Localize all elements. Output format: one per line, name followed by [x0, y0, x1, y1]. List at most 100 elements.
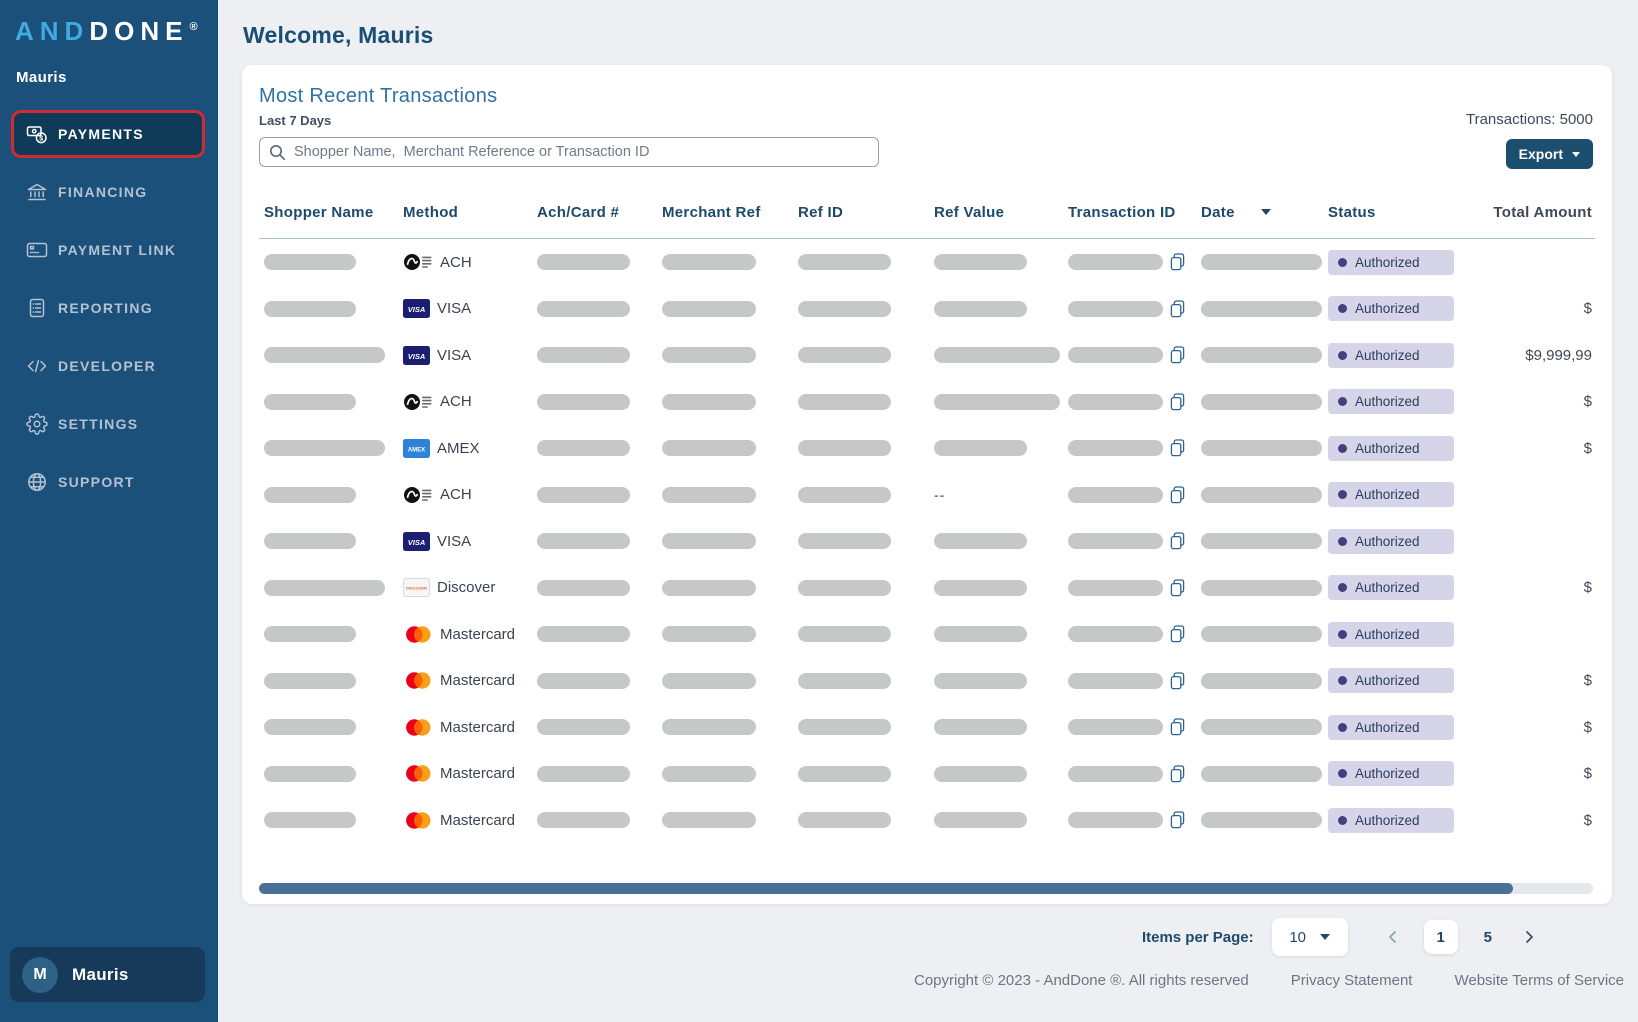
copy-icon[interactable] [1170, 346, 1185, 364]
sidebar-item-payments[interactable]: $ PAYMENTS [11, 110, 205, 158]
user-menu[interactable]: M Mauris [10, 947, 205, 1002]
export-button[interactable]: Export [1505, 139, 1593, 169]
status-dot-icon [1338, 583, 1347, 593]
date-placeholder [1201, 812, 1322, 829]
copy-icon[interactable] [1170, 532, 1185, 550]
sidebar-item-label: REPORTING [58, 300, 153, 316]
ref-id-placeholder [798, 254, 891, 271]
copy-icon[interactable] [1170, 253, 1185, 271]
sidebar-item-label: PAYMENT LINK [58, 242, 177, 258]
ref-value-placeholder [934, 440, 1027, 457]
previous-page-button[interactable] [1384, 928, 1402, 946]
transactions-panel: Most Recent Transactions Last 7 Days Tra… [242, 65, 1612, 904]
copy-icon[interactable] [1170, 393, 1185, 411]
status-dot-icon [1338, 490, 1347, 500]
total-amount: $ [1583, 393, 1592, 411]
column-header-total-amount: Total Amount [1462, 204, 1595, 221]
ach-card-number-placeholder [537, 533, 630, 550]
transaction-id-placeholder [1068, 765, 1163, 782]
date-placeholder [1201, 533, 1322, 550]
status-badge: Authorized [1328, 342, 1454, 368]
sidebar-item-payment-link[interactable]: PAYMENT LINK [11, 226, 205, 274]
page-title: Welcome, Mauris [243, 22, 434, 48]
transaction-id-placeholder [1068, 440, 1163, 457]
ref-id-placeholder [798, 347, 891, 364]
last-page-button[interactable]: 5 [1483, 928, 1492, 946]
copy-icon[interactable] [1170, 579, 1185, 597]
copy-icon[interactable] [1170, 718, 1185, 736]
horizontal-scrollbar-track[interactable] [259, 882, 1593, 894]
date-range-label: Last 7 Days [259, 113, 332, 128]
ref-value-placeholder [934, 533, 1027, 550]
sidebar-item-support[interactable]: SUPPORT [11, 458, 205, 506]
shopper-name-placeholder [264, 486, 356, 503]
visa-logo-icon: VISA [403, 531, 430, 551]
settings-icon [26, 413, 48, 435]
payment-method-label: VISA [437, 532, 472, 550]
merchant-ref-placeholder [662, 812, 756, 829]
column-header-label: Ref ID [798, 203, 844, 221]
sidebar-item-developer[interactable]: DEVELOPER [11, 342, 205, 390]
privacy-statement-link[interactable]: Privacy Statement [1290, 972, 1413, 989]
column-header-ref-value: Ref Value [929, 204, 1063, 221]
copy-icon[interactable] [1170, 625, 1185, 643]
items-per-page-value: 10 [1289, 928, 1306, 946]
transaction-id-placeholder [1068, 719, 1163, 736]
registered-mark: ® [189, 21, 198, 34]
ach-logo-icon [403, 485, 433, 505]
column-header-label: Status [1328, 203, 1376, 221]
copy-icon[interactable] [1170, 486, 1185, 504]
status-badge: Authorized [1328, 528, 1454, 554]
terms-of-service-link[interactable]: Website Terms of Service [1454, 972, 1624, 989]
sort-desc-icon[interactable] [1260, 209, 1271, 215]
table-body: ACH Authorized VISA VISA [259, 239, 1595, 844]
transactions-count: Transactions: 5000 [1465, 111, 1593, 128]
merchant-ref-placeholder [662, 486, 756, 503]
status-badge: Authorized [1328, 575, 1454, 601]
status-dot-icon [1338, 676, 1347, 686]
status-dot-icon [1338, 536, 1347, 546]
ref-value-placeholder [934, 300, 1027, 317]
items-per-page-label: Items per Page: [1141, 928, 1254, 946]
status-badge: Authorized [1328, 482, 1454, 508]
shopper-name-placeholder [264, 765, 356, 782]
sidebar-nav: $ PAYMENTS FINANCING PAYMENT LINK REPORT… [0, 110, 218, 506]
mastercard-logo-icon [403, 718, 433, 737]
items-per-page-select[interactable]: 10 [1271, 918, 1348, 956]
horizontal-scrollbar-thumb[interactable] [259, 882, 1513, 894]
ref-value-placeholder [934, 393, 1060, 410]
ach-logo-icon [403, 252, 433, 272]
payment-method-label: Mastercard [440, 718, 516, 736]
shopper-name-placeholder [264, 347, 385, 364]
status-dot-icon [1338, 815, 1347, 825]
copy-icon[interactable] [1170, 300, 1185, 318]
sidebar-item-reporting[interactable]: REPORTING [11, 284, 205, 332]
column-header-label: Ach/Card # [537, 203, 620, 221]
current-page-button[interactable]: 1 [1423, 920, 1458, 954]
sidebar-item-financing[interactable]: FINANCING [11, 168, 205, 216]
merchant-ref-placeholder [662, 254, 756, 271]
transactions-table: Shopper Name Method Ach/Card # Merchant Ref… [259, 199, 1595, 844]
transaction-id-placeholder [1068, 347, 1163, 364]
shopper-name-placeholder [264, 672, 356, 689]
date-placeholder [1201, 672, 1322, 689]
copy-icon[interactable] [1170, 439, 1185, 457]
ref-id-placeholder [798, 300, 891, 317]
status-dot-icon [1338, 304, 1347, 314]
copy-icon[interactable] [1170, 672, 1185, 690]
search-input[interactable] [286, 139, 878, 165]
sidebar-item-settings[interactable]: SETTINGS [11, 400, 205, 448]
support-icon [26, 471, 48, 493]
ach-logo-icon [403, 392, 433, 412]
shopper-name-placeholder [264, 533, 356, 550]
ach-card-number-placeholder [537, 579, 630, 596]
next-page-button[interactable] [1520, 928, 1538, 946]
copy-icon[interactable] [1170, 765, 1185, 783]
ref-value-empty: -- [934, 486, 946, 503]
copy-icon[interactable] [1170, 811, 1185, 829]
payment-method-label: ACH [440, 253, 472, 271]
date-placeholder [1201, 486, 1322, 503]
column-header-transaction-id: Transaction ID [1063, 204, 1196, 221]
ref-value-placeholder [934, 765, 1027, 782]
ref-id-placeholder [798, 579, 891, 596]
